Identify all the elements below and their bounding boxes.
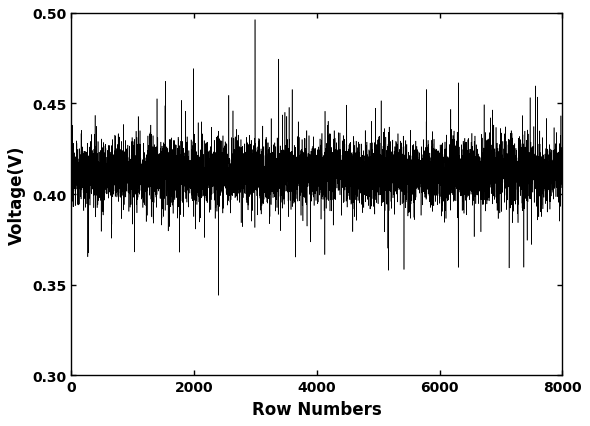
- Y-axis label: Voltage(V): Voltage(V): [8, 145, 27, 244]
- X-axis label: Row Numbers: Row Numbers: [252, 400, 382, 417]
